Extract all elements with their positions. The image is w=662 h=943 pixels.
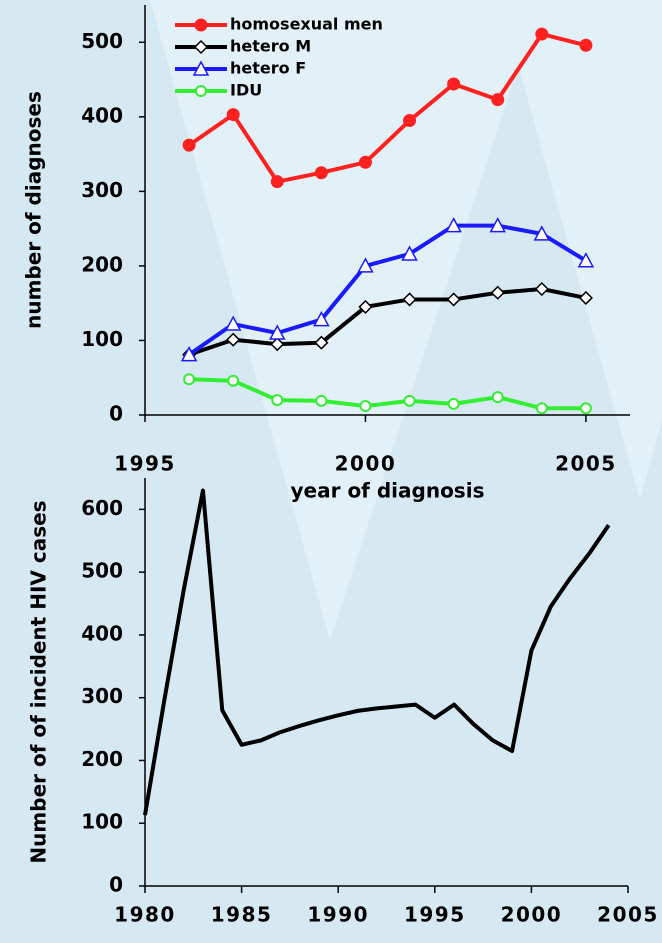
marker — [490, 285, 505, 300]
marker — [314, 335, 329, 350]
series-line — [187, 32, 587, 184]
marker — [491, 93, 505, 107]
x-tick-label: 1980 — [114, 903, 176, 927]
marker — [403, 394, 416, 407]
x-tick-label: 1995 — [114, 452, 176, 476]
marker — [315, 394, 328, 407]
marker — [226, 108, 240, 122]
y-tick-label: 0 — [109, 402, 123, 426]
marker — [314, 166, 328, 180]
marker — [579, 38, 593, 52]
marker — [195, 85, 207, 97]
y-tick-label: 200 — [81, 252, 123, 276]
y-tick-label: 600 — [81, 496, 123, 520]
marker — [446, 292, 461, 307]
series-line — [187, 223, 587, 357]
x-tick-label: 2005 — [555, 452, 617, 476]
y-tick-label: 500 — [81, 29, 123, 53]
marker — [271, 394, 284, 407]
marker — [579, 402, 592, 415]
marker — [535, 402, 548, 415]
x-tick-label: 1990 — [307, 903, 369, 927]
marker — [447, 397, 460, 410]
marker — [269, 324, 286, 340]
marker — [270, 337, 285, 352]
marker — [447, 77, 461, 91]
marker — [578, 290, 593, 306]
legend-label: hetero F — [230, 59, 306, 78]
marker — [403, 114, 417, 128]
y-tick-label: 300 — [81, 178, 123, 202]
legend-label: hetero M — [230, 37, 311, 56]
marker — [227, 374, 240, 387]
y-axis-label: number of diagnoses — [22, 91, 46, 329]
x-axis-label: year of diagnosis — [291, 479, 485, 503]
marker — [402, 292, 417, 307]
y-tick-label: 400 — [81, 621, 123, 645]
marker — [224, 315, 242, 331]
marker — [270, 175, 284, 189]
legend-label: homosexual men — [230, 15, 383, 34]
series-line — [189, 377, 586, 411]
background-shape — [150, 0, 662, 640]
marker — [401, 245, 418, 261]
x-tick-label: 2000 — [501, 903, 563, 927]
marker — [182, 138, 196, 152]
y-tick-label: 0 — [109, 873, 123, 897]
marker — [358, 299, 373, 314]
marker — [226, 332, 241, 347]
y-tick-label: 100 — [81, 327, 123, 351]
marker — [489, 217, 506, 233]
marker — [491, 391, 504, 404]
series-line — [188, 287, 587, 357]
marker — [313, 311, 330, 327]
marker — [192, 60, 210, 76]
marker — [193, 39, 209, 55]
marker — [358, 155, 372, 169]
y-tick-label: 400 — [81, 103, 123, 127]
marker — [194, 18, 208, 32]
marker — [183, 373, 196, 386]
legend-label: IDU — [230, 81, 262, 100]
marker — [357, 257, 374, 273]
y-tick-label: 100 — [81, 810, 123, 834]
y-tick-label: 200 — [81, 747, 123, 771]
marker — [533, 225, 551, 241]
y-tick-label: 300 — [81, 684, 123, 708]
x-tick-label: 2000 — [335, 452, 397, 476]
marker — [445, 217, 462, 233]
marker — [535, 27, 549, 41]
x-tick-label: 1985 — [211, 903, 273, 927]
marker — [180, 346, 198, 362]
y-tick-label: 500 — [81, 559, 123, 583]
x-tick-label: 1995 — [404, 903, 466, 927]
series-line — [143, 488, 611, 816]
x-tick-label: 2005 — [597, 903, 659, 927]
marker — [577, 252, 595, 268]
marker — [359, 400, 372, 413]
marker — [534, 281, 549, 297]
y-axis-label: Number of of incident HIV cases — [27, 500, 51, 863]
